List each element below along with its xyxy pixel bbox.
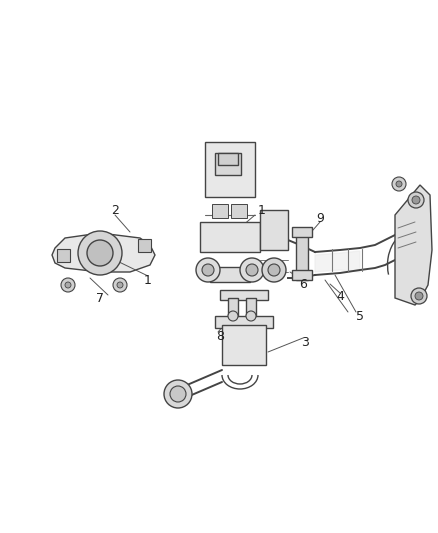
Bar <box>138 239 151 252</box>
Circle shape <box>78 231 122 275</box>
Bar <box>260 210 288 250</box>
Circle shape <box>87 240 113 266</box>
Circle shape <box>202 264 214 276</box>
Bar <box>200 222 260 252</box>
Text: 4: 4 <box>336 290 344 303</box>
Polygon shape <box>222 340 260 366</box>
Text: 2: 2 <box>111 204 119 216</box>
Text: 5: 5 <box>356 310 364 322</box>
Circle shape <box>170 386 186 402</box>
Circle shape <box>415 292 423 300</box>
Bar <box>218 153 238 165</box>
Text: 3: 3 <box>301 335 309 349</box>
Circle shape <box>411 288 427 304</box>
Circle shape <box>196 258 220 282</box>
Bar <box>222 325 266 365</box>
Circle shape <box>228 311 238 321</box>
Bar <box>220 290 268 300</box>
Circle shape <box>392 177 406 191</box>
Bar <box>57 249 70 262</box>
Polygon shape <box>395 185 432 305</box>
Circle shape <box>396 181 402 187</box>
Circle shape <box>412 196 420 204</box>
Circle shape <box>246 264 258 276</box>
Bar <box>212 204 228 218</box>
Bar <box>215 153 241 175</box>
Bar <box>292 270 312 280</box>
Text: 1: 1 <box>258 204 266 216</box>
Bar <box>210 267 250 282</box>
Circle shape <box>268 264 280 276</box>
Text: 7: 7 <box>96 292 104 304</box>
Circle shape <box>61 278 75 292</box>
Bar <box>205 142 255 197</box>
Circle shape <box>246 311 256 321</box>
Circle shape <box>117 282 123 288</box>
Bar <box>296 235 308 280</box>
Text: 6: 6 <box>299 279 307 292</box>
Text: 1: 1 <box>144 273 152 287</box>
Circle shape <box>408 192 424 208</box>
Circle shape <box>113 278 127 292</box>
Circle shape <box>240 258 264 282</box>
Bar <box>246 298 256 316</box>
Bar <box>231 204 247 218</box>
Bar <box>292 227 312 237</box>
Text: 8: 8 <box>216 330 224 343</box>
Circle shape <box>262 258 286 282</box>
Text: 9: 9 <box>316 212 324 224</box>
Circle shape <box>164 380 192 408</box>
Bar <box>215 316 273 328</box>
Circle shape <box>65 282 71 288</box>
Bar <box>228 298 238 316</box>
Polygon shape <box>52 233 155 272</box>
Polygon shape <box>315 251 360 272</box>
